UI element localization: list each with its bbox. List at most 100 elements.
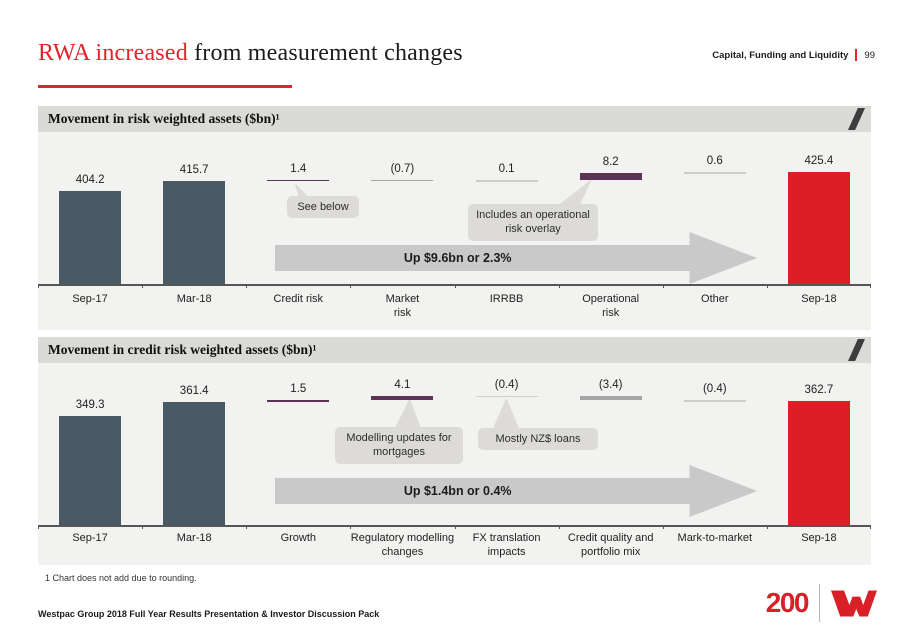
category-label: Mar-18	[176, 532, 212, 544]
axis-tick	[766, 525, 768, 529]
delta-marker	[475, 395, 538, 398]
axis-tick	[246, 525, 248, 529]
panel-header: Movement in risk weighted assets ($bn)¹	[38, 106, 871, 132]
axis-tick	[662, 284, 664, 288]
waterfall-plot: Up $9.6bn or 2.3% See below Includes an …	[38, 136, 871, 288]
axis-tick	[662, 525, 664, 529]
category-label: Market risk	[385, 293, 420, 319]
value-label: 4.1	[394, 378, 411, 391]
axis-tick	[558, 525, 560, 529]
axis-tick	[246, 284, 248, 288]
category-label: Sep-18	[801, 293, 837, 305]
arrow-label: Up $1.4bn or 0.4%	[403, 484, 512, 498]
axis-tick	[870, 525, 871, 529]
category-label: Mark-to-market	[677, 532, 753, 544]
slash-icon	[848, 339, 865, 361]
category-label: Sep-17	[72, 293, 108, 305]
axis-tick	[350, 525, 352, 529]
slash-icon	[848, 108, 865, 130]
brand-line: Westpac Group 2018 Full Year Results Pre…	[38, 609, 380, 619]
category-label: Growth	[280, 532, 317, 544]
delta-marker	[371, 395, 434, 401]
callout-tail	[558, 179, 592, 205]
arrow-label: Up $9.6bn or 2.3%	[403, 251, 512, 265]
panel-rwa-movement: Movement in risk weighted assets ($bn)¹ …	[38, 106, 871, 330]
callout-tail	[294, 183, 309, 197]
delta-marker	[475, 180, 538, 182]
callout-operational-overlay: Includes an operational risk overlay	[468, 204, 598, 241]
category-label: Other	[701, 293, 729, 305]
footnote: 1 Chart does not add due to rounding.	[45, 573, 197, 583]
westpac-w-icon	[831, 589, 877, 617]
panel-title: Movement in risk weighted assets ($bn)¹	[48, 111, 280, 126]
category-label: IRRBB	[489, 293, 524, 305]
callout-see-below: See below	[287, 196, 359, 219]
axis-tick	[142, 525, 144, 529]
callout-tail	[395, 398, 421, 428]
panel-header: Movement in credit risk weighted assets …	[38, 337, 871, 363]
value-label: 8.2	[602, 155, 619, 168]
waterfall-bar	[163, 180, 226, 284]
value-label: (3.4)	[598, 379, 623, 392]
logo-200-text: 200	[765, 587, 810, 618]
page-title: RWA increased from measurement changes	[38, 40, 463, 67]
callout-tail	[492, 398, 520, 429]
axis-tick	[870, 284, 871, 288]
section-divider	[855, 49, 858, 61]
logo-divider	[819, 584, 820, 622]
axis-tick	[454, 525, 456, 529]
value-label: 425.4	[804, 155, 834, 168]
westpac-200-logo: 200	[766, 584, 877, 622]
waterfall-plot: Up $1.4bn or 0.4% Modelling updates for …	[38, 367, 871, 529]
value-label: 0.1	[498, 163, 515, 176]
category-label: FX translation impacts	[472, 532, 541, 558]
axis-tick	[142, 284, 144, 288]
delta-marker	[683, 172, 746, 174]
value-label: (0.4)	[702, 383, 727, 395]
category-axis: Sep-17 Mar-18 Credit risk Market risk IRRBB O…	[38, 293, 871, 321]
axis-tick	[38, 525, 39, 529]
value-label: 0.6	[706, 155, 723, 168]
value-label: (0.7)	[390, 162, 415, 175]
callout-modelling-updates: Modelling updates for mortgages	[335, 427, 463, 464]
category-label: Sep-17	[72, 532, 108, 544]
delta-marker	[267, 400, 330, 402]
panel-credit-rwa-movement: Movement in credit risk weighted assets …	[38, 337, 871, 565]
delta-marker	[579, 172, 642, 181]
axis-tick	[454, 284, 456, 288]
value-label: 404.2	[75, 174, 105, 187]
total-change-arrow: Up $1.4bn or 0.4%	[275, 465, 757, 517]
panel-title: Movement in credit risk weighted assets …	[48, 342, 317, 357]
page-title-rest: from measurement changes	[187, 40, 463, 66]
waterfall-bar	[59, 191, 122, 284]
value-label: (0.4)	[494, 378, 519, 391]
axis-tick	[558, 284, 560, 288]
axis-tick	[350, 284, 352, 288]
value-label: 415.7	[179, 163, 209, 176]
delta-marker	[267, 179, 330, 182]
title-underline	[38, 85, 292, 88]
category-label: Sep-18	[801, 532, 837, 544]
header-meta: Capital, Funding and Liquidity 99	[712, 49, 875, 61]
category-axis: Sep-17 Mar-18 Growth Regulatory modelling c…	[38, 532, 871, 560]
callout-nz-loans: Mostly NZ$ loans	[478, 428, 598, 451]
category-label: Credit quality and portfolio mix	[567, 532, 654, 558]
delta-marker	[579, 396, 642, 400]
axis-tick	[766, 284, 768, 288]
category-label: Mar-18	[176, 293, 212, 305]
category-label: Operational risk	[582, 293, 640, 319]
value-label: 362.7	[804, 383, 834, 396]
delta-marker	[371, 179, 434, 182]
waterfall-bar	[787, 172, 850, 284]
page-number: 99	[864, 49, 875, 61]
waterfall-bar	[787, 400, 850, 525]
category-label: Regulatory modelling changes	[350, 532, 455, 558]
axis-tick	[38, 284, 39, 288]
delta-marker	[683, 400, 746, 402]
waterfall-bar	[59, 415, 122, 525]
value-label: 1.5	[290, 383, 307, 396]
waterfall-bar	[163, 402, 226, 525]
value-label: 361.4	[179, 385, 209, 397]
category-label: Credit risk	[273, 293, 324, 305]
